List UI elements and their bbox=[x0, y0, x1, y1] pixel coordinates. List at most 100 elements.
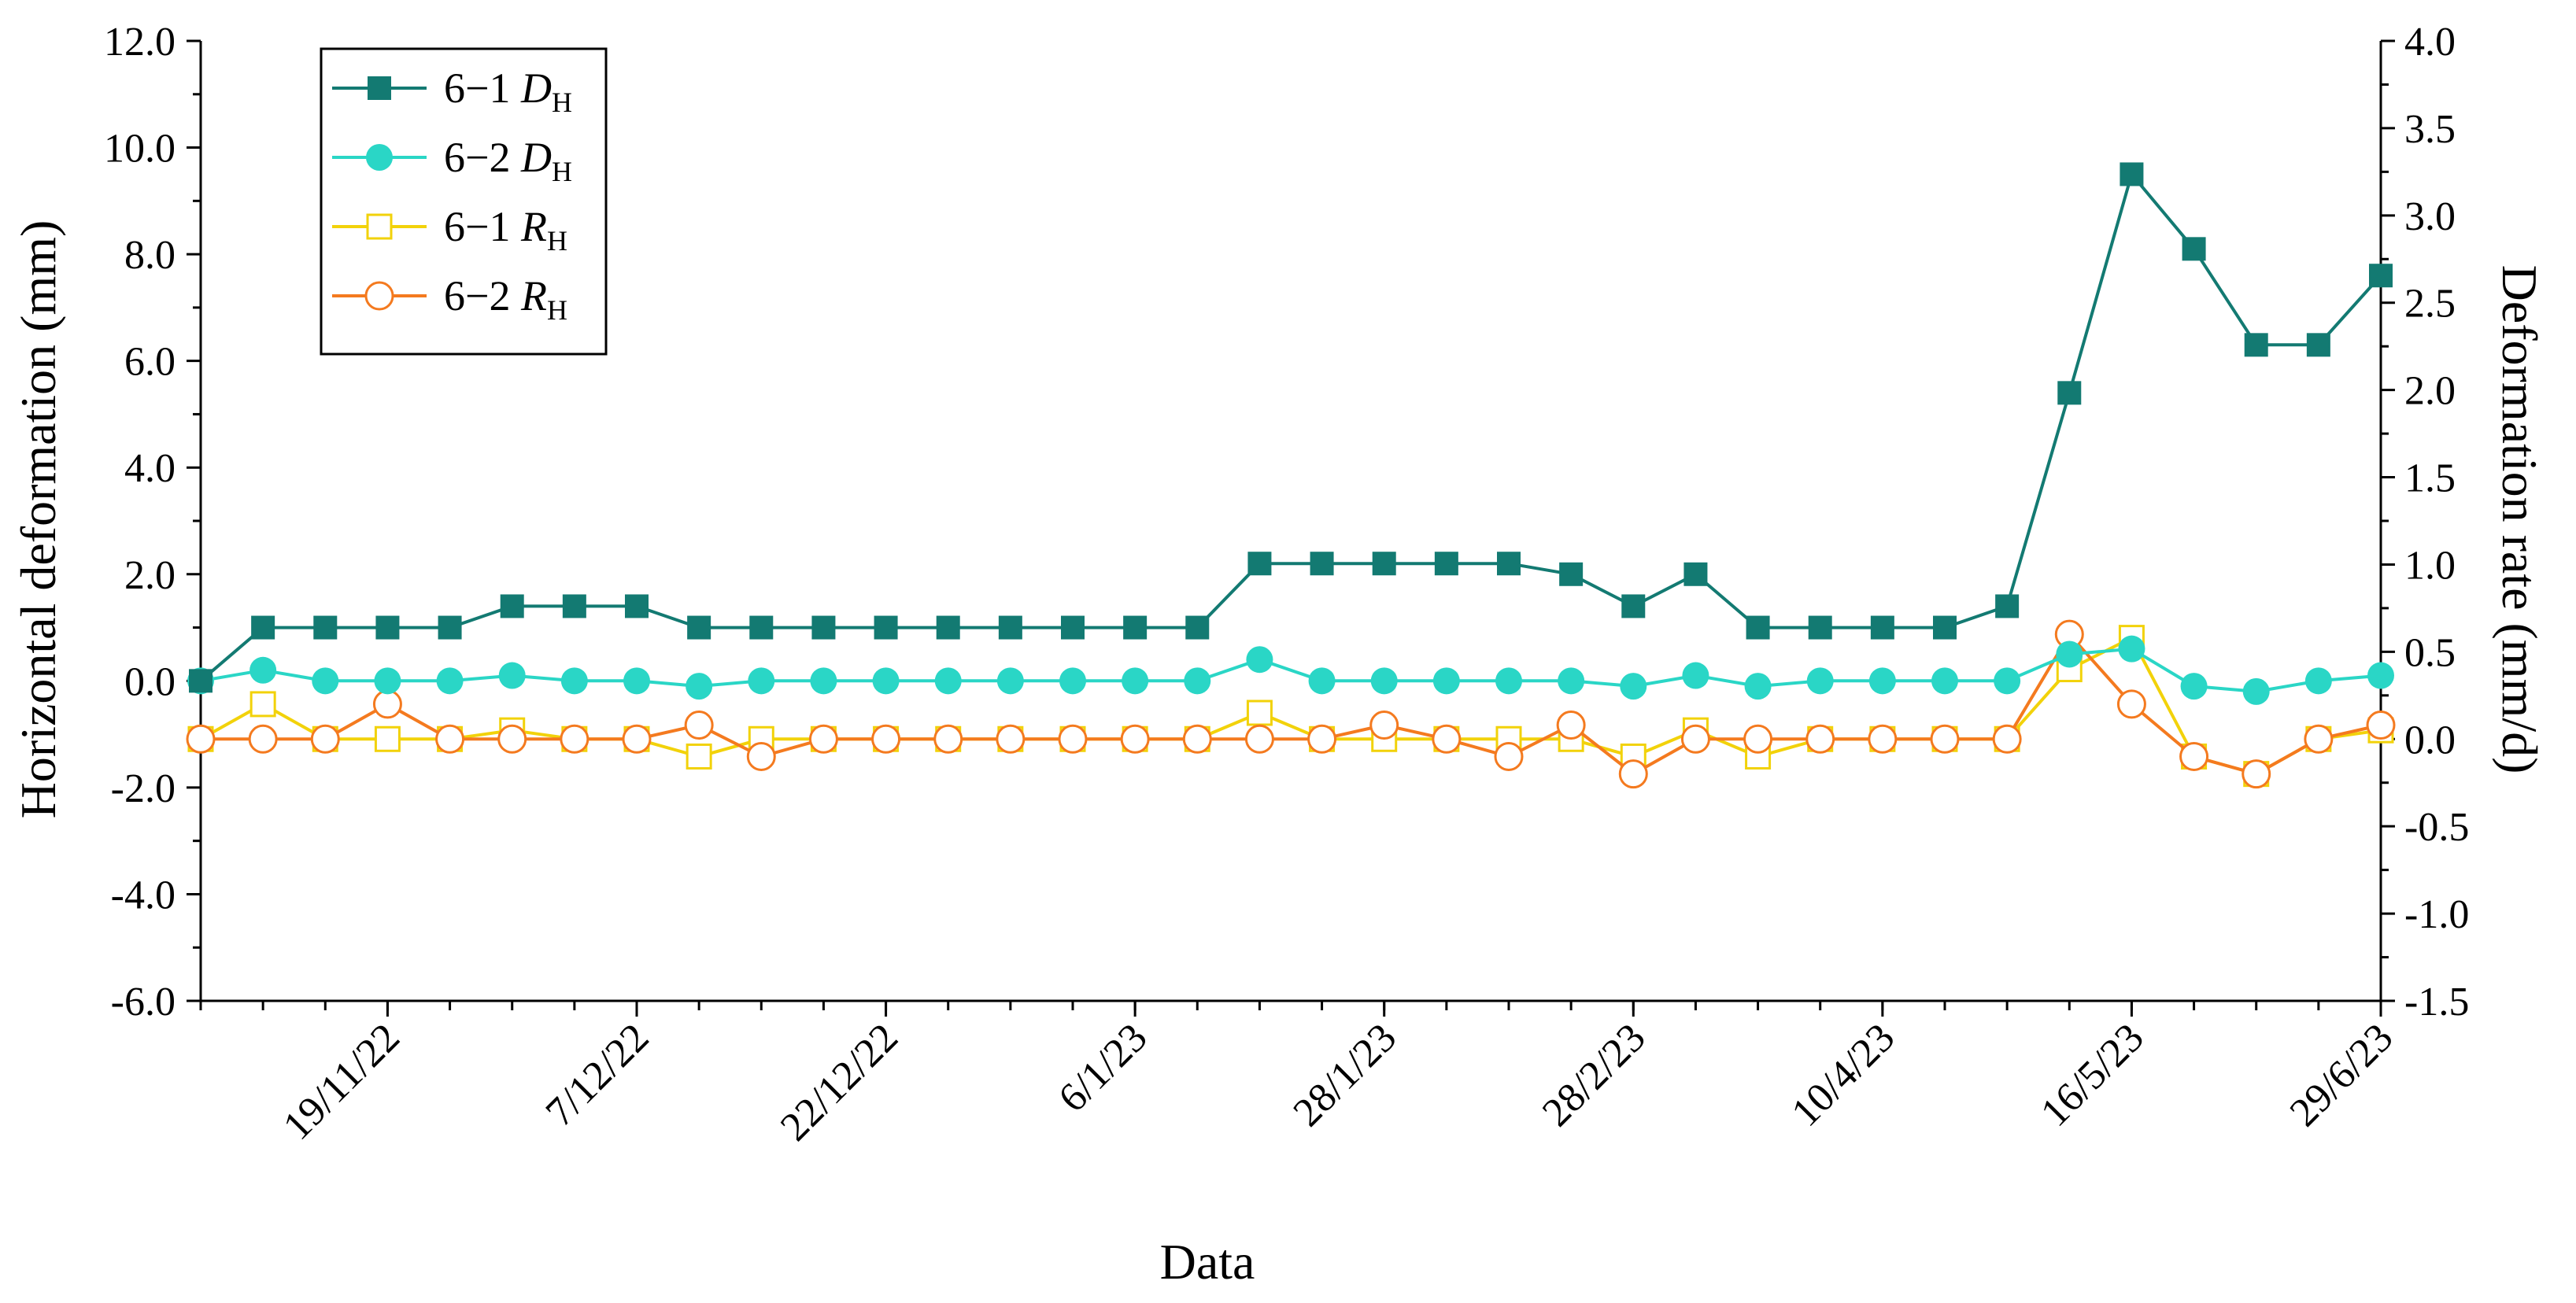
legend-item: 6−2 RH bbox=[332, 272, 567, 326]
right-y-tick-label: 0.5 bbox=[2404, 630, 2456, 675]
right-y-tick-label: -1.0 bbox=[2404, 892, 2469, 937]
data-point bbox=[2306, 333, 2330, 357]
data-point bbox=[1930, 724, 1960, 754]
series-6-2-rh bbox=[186, 619, 2396, 789]
left-y-tick-label: 2.0 bbox=[124, 553, 176, 598]
data-point bbox=[625, 594, 649, 618]
left-y-tick-label: -6.0 bbox=[111, 980, 176, 1024]
data-point bbox=[312, 667, 339, 695]
data-point bbox=[996, 667, 1024, 695]
data-point bbox=[2116, 689, 2146, 719]
data-point bbox=[1931, 667, 1958, 695]
data-point bbox=[686, 743, 712, 770]
data-point bbox=[1434, 552, 1458, 576]
data-point bbox=[1683, 562, 1708, 586]
data-point bbox=[2120, 162, 2144, 186]
data-point bbox=[1182, 724, 1212, 754]
right-y-tick-label: 3.5 bbox=[2404, 107, 2456, 152]
left-y-tick-label: 8.0 bbox=[124, 233, 176, 278]
data-point bbox=[1744, 673, 1772, 700]
right-y-tick-label: -1.5 bbox=[2404, 980, 2469, 1024]
x-tick-label: 6/1/23 bbox=[1050, 1015, 1155, 1120]
legend-item: 6−1 RH bbox=[332, 203, 567, 257]
data-point bbox=[2118, 635, 2145, 663]
x-axis: 19/11/22 7/12/22 22/12/22 6/1/23 28/1/23 28/2… bbox=[199, 1001, 2401, 1150]
data-point bbox=[2179, 741, 2209, 771]
data-point bbox=[1310, 552, 1334, 576]
data-point bbox=[1061, 615, 1085, 640]
data-point bbox=[748, 667, 775, 695]
left-y-tick-label: 6.0 bbox=[124, 340, 176, 385]
data-point bbox=[2182, 237, 2206, 261]
data-point bbox=[497, 724, 527, 754]
data-point bbox=[874, 615, 898, 640]
data-point bbox=[1369, 711, 1399, 740]
right-y-tick-label: 2.0 bbox=[2404, 369, 2456, 414]
data-point bbox=[623, 667, 650, 695]
left-y-tick-label: 4.0 bbox=[124, 446, 176, 491]
legend-label: 6−1 DH bbox=[444, 65, 572, 118]
data-point bbox=[872, 667, 900, 695]
data-point bbox=[998, 615, 1022, 640]
data-point bbox=[1746, 615, 1770, 640]
right-y-axis: -1.5 -1.0 -0.5 0.0 0.5 1.0 1.5 2.0 2.5 3.0 3.5 4.0 bbox=[2381, 20, 2469, 1024]
data-point bbox=[686, 673, 713, 700]
legend-label: 6−2 RH bbox=[444, 272, 567, 326]
data-point bbox=[933, 724, 963, 754]
data-point bbox=[1559, 562, 1584, 586]
data-point bbox=[936, 615, 960, 640]
data-point bbox=[372, 689, 402, 719]
data-point bbox=[562, 594, 586, 618]
data-point bbox=[1682, 662, 1709, 689]
data-point bbox=[1185, 615, 1210, 640]
data-point bbox=[1123, 615, 1148, 640]
data-point bbox=[2056, 640, 2083, 668]
data-point bbox=[1184, 667, 1211, 695]
x-tick-label: 28/1/23 bbox=[1285, 1015, 1406, 1135]
left-y-tick-label: 12.0 bbox=[104, 20, 176, 65]
legend-label: 6−2 DH bbox=[444, 134, 572, 187]
data-point bbox=[2180, 673, 2208, 700]
data-point bbox=[811, 615, 836, 640]
data-point bbox=[1372, 552, 1396, 576]
x-tick-label: 10/4/23 bbox=[1783, 1015, 1904, 1135]
data-point bbox=[1805, 724, 1835, 754]
right-y-tick-label: 1.5 bbox=[2404, 456, 2456, 501]
data-point bbox=[687, 615, 711, 640]
data-point bbox=[560, 667, 588, 695]
x-axis-title: Data bbox=[1160, 1234, 1255, 1290]
data-point bbox=[1308, 667, 1336, 695]
data-point bbox=[2369, 264, 2393, 288]
data-point bbox=[871, 724, 901, 754]
data-point bbox=[934, 667, 962, 695]
right-y-tick-label: 3.0 bbox=[2404, 194, 2456, 239]
left-y-axis: -6.0 -4.0 -2.0 0.0 2.0 4.0 6.0 8.0 10.0 12.0 bbox=[104, 20, 201, 1024]
data-point bbox=[2304, 724, 2334, 754]
series-6-2-dh bbox=[187, 635, 2394, 705]
data-point bbox=[1247, 552, 1272, 576]
left-y-tick-label: 10.0 bbox=[104, 127, 176, 172]
right-y-tick-label: 4.0 bbox=[2404, 20, 2456, 65]
data-point bbox=[2057, 381, 2082, 405]
data-point bbox=[1059, 667, 1086, 695]
data-point bbox=[374, 725, 401, 752]
data-point bbox=[1244, 724, 1274, 754]
data-point bbox=[1994, 667, 2021, 695]
data-point bbox=[560, 724, 589, 754]
data-point bbox=[1432, 724, 1462, 754]
series-line bbox=[201, 633, 2382, 776]
data-point bbox=[810, 667, 837, 695]
data-point bbox=[1556, 711, 1586, 740]
data-point bbox=[186, 724, 216, 754]
right-y-axis-title: Deformation rate (mm/d) bbox=[2492, 265, 2548, 774]
data-point bbox=[1621, 594, 1646, 618]
data-point bbox=[1558, 667, 1585, 695]
x-tick-label: 28/2/23 bbox=[1534, 1015, 1654, 1135]
right-y-tick-label: 0.0 bbox=[2404, 718, 2456, 762]
data-point bbox=[1992, 724, 2022, 754]
data-point bbox=[622, 724, 652, 754]
data-point bbox=[1808, 615, 1832, 640]
left-y-axis-title: Horizontal deformation (mm) bbox=[10, 220, 66, 819]
data-point bbox=[1995, 594, 2020, 618]
data-point bbox=[1494, 741, 1524, 771]
